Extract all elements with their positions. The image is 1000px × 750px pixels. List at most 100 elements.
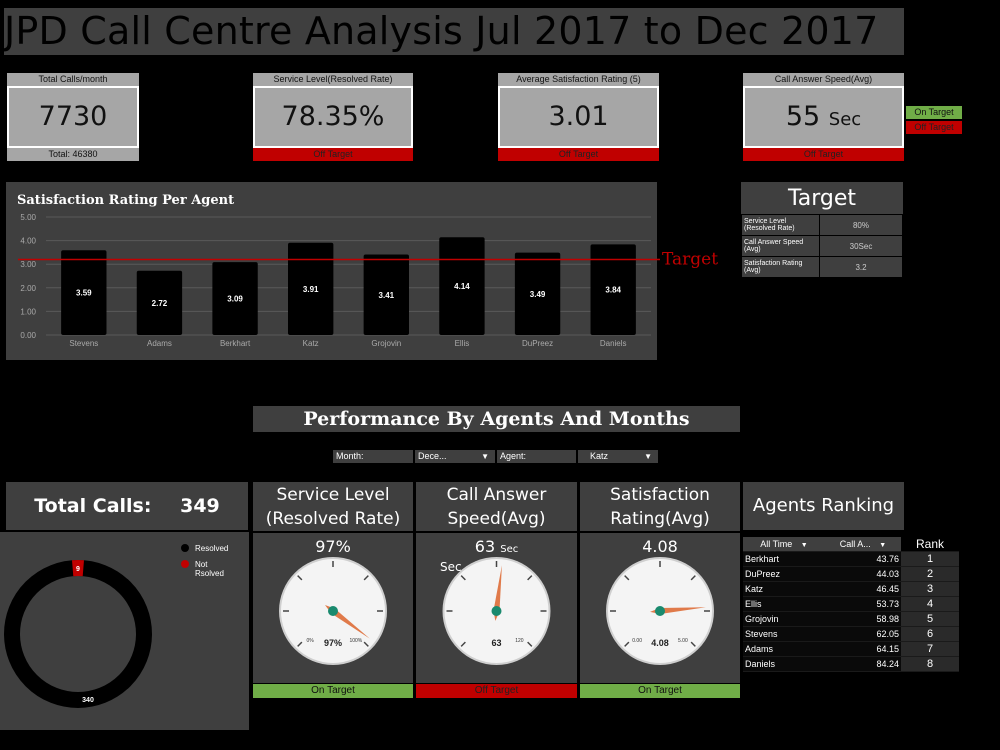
bar-dupreez	[514, 252, 561, 335]
gauge-title: Call Answer Speed(Avg)	[416, 482, 577, 531]
ranking-agent-rank: 1	[901, 551, 959, 567]
gauge-max-label: 5.00	[678, 638, 688, 644]
month-filter-label: Month:	[333, 450, 413, 463]
ranking-agent-name: Berkhart	[743, 551, 825, 567]
gauge-value-wrap: 63 Sec	[416, 537, 577, 556]
bar-value-label: 3.41	[379, 291, 395, 300]
legend-not-resolved-line2: Rsolved	[195, 569, 224, 578]
target-title: Target	[787, 186, 857, 211]
gauge-tick	[527, 641, 533, 647]
gauge-title: Service Level (Resolved Rate)	[253, 482, 413, 531]
bar-grojovin	[363, 254, 409, 335]
legend-resolved-label: Resolved	[195, 544, 228, 553]
x-tick-label: Daniels	[600, 339, 627, 348]
gauge-answer-speed: Call Answer Speed(Avg) 63 Sec Sec 120 63 …	[416, 482, 577, 698]
kpi-footer-status: Off Target	[743, 148, 904, 161]
gauge-hub	[655, 606, 665, 616]
bar-berkhart	[212, 262, 258, 335]
gauge-title-line1: Satisfaction	[610, 485, 710, 505]
gauge-title-line1: Call Answer	[446, 485, 547, 505]
ranking-agent-name: Katz	[743, 581, 825, 597]
month-dropdown[interactable]: Dece... ▼	[415, 450, 495, 463]
y-tick-label: 5.00	[20, 213, 36, 222]
gauge-side-label: Sec	[440, 560, 462, 574]
agent-dropdown-value: Katz	[590, 451, 609, 461]
gauge-hub	[491, 606, 502, 616]
ranking-time-filter[interactable]: All Time ▼	[743, 537, 825, 552]
total-calls-value: 349	[180, 495, 220, 517]
gauge-body: 97% 0% 100% 97%	[253, 533, 413, 683]
ranking-row: Stevens 62.05 6	[743, 626, 959, 642]
kpi-label: Total Calls/month	[7, 73, 139, 86]
bar-katz	[288, 242, 334, 335]
ranking-sort-column[interactable]: Call A... ▼	[825, 537, 901, 552]
ranking-agent-value: 64.15	[825, 641, 901, 657]
ranking-agent-value: 58.98	[825, 611, 901, 627]
bar-stevens	[61, 250, 107, 335]
bar-ellis	[439, 237, 485, 335]
ranking-agent-name: Grojovin	[743, 611, 825, 627]
gauge-tick	[460, 641, 466, 647]
gauge-body: 4.08 0.00 5.00 4.08	[580, 533, 740, 683]
ranking-agent-value: 46.45	[825, 581, 901, 597]
gauge-title-line2: Rating(Avg)	[610, 509, 710, 529]
ranking-agent-value: 84.24	[825, 656, 901, 672]
gauge-body: 63 Sec Sec 120 63	[416, 533, 577, 683]
ranking-row: Berkhart 43.76 1	[743, 551, 959, 567]
gauge-inner-value: 63	[491, 638, 501, 648]
agent-filter-label: Agent:	[497, 450, 576, 463]
gauge-max-label: 120	[515, 638, 524, 644]
ranking-agent-name: Daniels	[743, 656, 825, 672]
ranking-agent-value: 44.03	[825, 566, 901, 582]
ranking-row: Katz 46.45 3	[743, 581, 959, 597]
agent-dropdown[interactable]: Katz ▼	[578, 450, 658, 463]
gauge-title-line2: Speed(Avg)	[447, 509, 546, 529]
kpi-unit: Sec	[828, 109, 862, 130]
kpi-label: Service Level(Resolved Rate)	[253, 73, 413, 86]
y-tick-label: 1.00	[20, 307, 36, 316]
x-tick-label: Stevens	[69, 339, 98, 348]
donut-not-resolved-value: 9	[76, 566, 80, 573]
ranking-agent-name: Ellis	[743, 596, 825, 612]
bar-value-label: 3.09	[227, 295, 243, 304]
ranking-row: Ellis 53.73 4	[743, 596, 959, 612]
target-row-value: 3.2	[819, 256, 903, 278]
kpi-card-total-calls: Total Calls/month 7730 Total: 46380	[7, 73, 139, 161]
gauge-tick	[527, 575, 533, 581]
ranking-row: Adams 64.15 7	[743, 641, 959, 657]
gauge-tick	[624, 641, 630, 647]
target-table: Service Level (Resolved Rate) 80% Call An…	[741, 214, 903, 278]
target-line-label: Target	[662, 249, 718, 269]
gauge-inner-value: 97%	[324, 638, 342, 648]
ranking-agent-name: Adams	[743, 641, 825, 657]
kpi-footer-status: Off Target	[498, 148, 659, 161]
resolved-donut-chart: Resolved Not Rsolved 9 340	[4, 544, 228, 708]
legend-resolved-marker	[181, 544, 189, 552]
ranking-agent-value: 62.05	[825, 626, 901, 642]
month-dropdown-value: Dece...	[418, 451, 447, 461]
target-row-label: Service Level (Resolved Rate)	[741, 214, 820, 236]
donut-panel: Resolved Not Rsolved 9 340	[0, 532, 249, 730]
gauge-title-line1: Service Level	[276, 485, 390, 505]
x-tick-label: Adams	[147, 339, 172, 348]
gauge-status: On Target	[580, 684, 740, 698]
x-tick-label: Grojovin	[371, 339, 401, 348]
dashboard-title: JPD Call Centre Analysis Jul 2017 to Dec…	[4, 8, 904, 55]
kpi-value-box: 55 Sec	[743, 86, 904, 148]
ranking-time-filter-value: All Time	[760, 539, 793, 549]
y-tick-label: 2.00	[20, 284, 36, 293]
target-row-value: 80%	[819, 214, 903, 236]
legend-not-resolved-line1: Not	[195, 560, 208, 569]
gauge-satisfaction: Satisfaction Rating(Avg) 4.08 0.00 5.00 4.…	[580, 482, 740, 698]
kpi-label: Average Satisfaction Rating (5)	[498, 73, 659, 86]
ranking-agent-rank: 6	[901, 626, 959, 642]
chart-title: Satisfaction Rating Per Agent	[17, 193, 234, 208]
y-tick-label: 0.00	[20, 331, 36, 340]
chevron-down-icon: ▼	[481, 452, 489, 461]
chevron-down-icon: ▼	[800, 542, 808, 549]
ranking-agent-name: Stevens	[743, 626, 825, 642]
target-row: Satisfaction Rating (Avg) 3.2	[741, 256, 903, 278]
bar-value-label: 3.59	[76, 289, 92, 298]
target-panel: Target Service Level (Resolved Rate) 80% …	[741, 182, 903, 278]
gauge-min-label: 0%	[307, 638, 315, 644]
